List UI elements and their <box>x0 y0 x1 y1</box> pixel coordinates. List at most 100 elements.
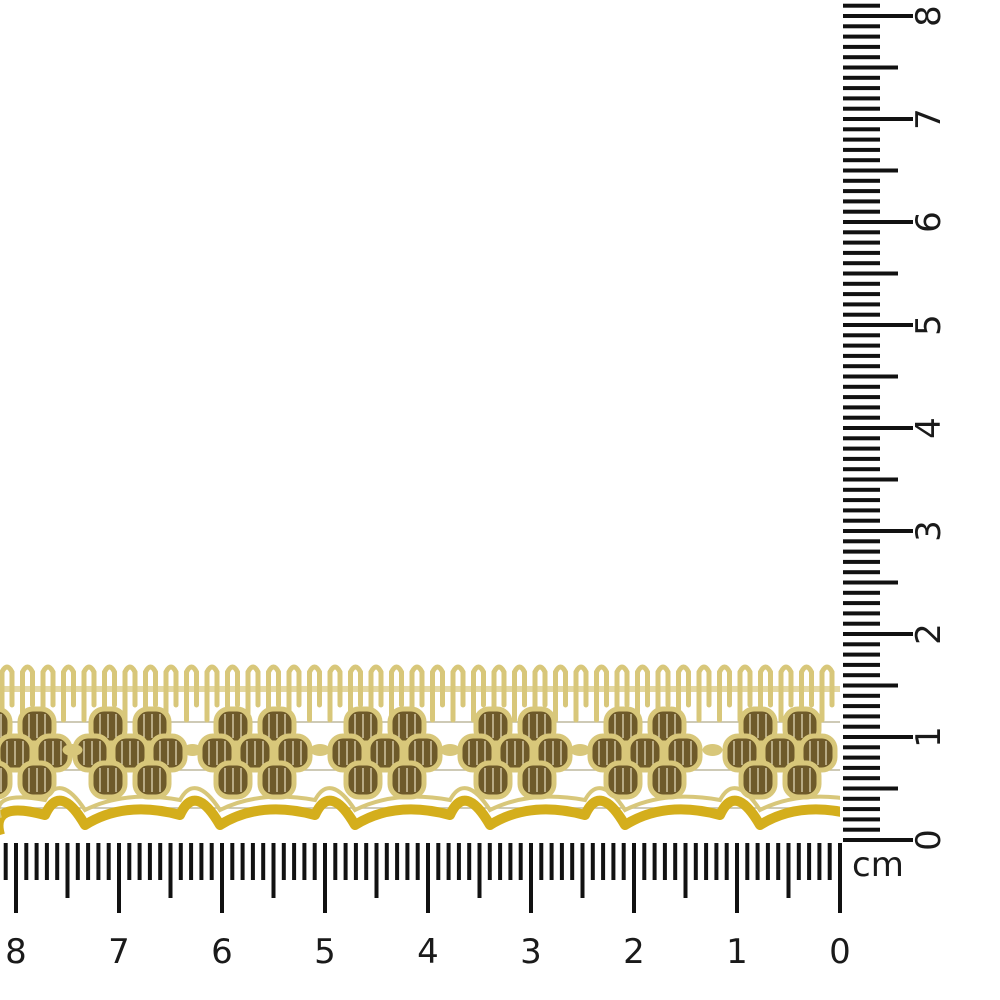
mm-tick <box>843 662 880 667</box>
mm-tick <box>106 843 111 880</box>
mm-tick <box>843 580 898 585</box>
mm-tick <box>843 570 880 575</box>
mm-tick <box>843 178 880 183</box>
mm-tick <box>693 843 698 880</box>
mm-tick <box>843 86 880 91</box>
cm-tick <box>117 843 121 913</box>
mm-tick <box>843 384 880 389</box>
mm-tick <box>384 843 389 880</box>
mm-tick <box>843 353 880 358</box>
mm-tick <box>86 843 91 880</box>
mm-tick <box>843 271 898 276</box>
vertical-ruler-label: 2 <box>909 623 949 645</box>
mm-tick <box>843 106 880 111</box>
mm-tick <box>843 724 880 729</box>
mm-tick <box>827 843 832 880</box>
mm-tick <box>436 843 441 880</box>
mm-tick <box>487 843 492 880</box>
mm-tick <box>843 786 898 791</box>
lace-motif <box>197 706 313 800</box>
mm-tick <box>843 405 880 410</box>
mm-tick <box>456 843 461 880</box>
mm-tick <box>199 843 204 880</box>
vertical-ruler-label: 4 <box>909 417 949 439</box>
mm-tick <box>508 843 513 880</box>
mm-tick <box>843 364 880 369</box>
mm-tick <box>843 44 880 49</box>
mm-tick <box>843 395 880 400</box>
mm-tick <box>642 843 647 880</box>
cm-tick <box>14 843 18 913</box>
mm-tick <box>755 843 760 880</box>
mm-tick <box>333 843 338 880</box>
cm-tick <box>529 843 533 913</box>
vertical-ruler-label: 1 <box>909 726 949 748</box>
mm-tick <box>673 843 678 880</box>
mm-tick <box>292 843 297 880</box>
cm-tick <box>426 843 430 913</box>
mm-tick <box>158 843 163 880</box>
mm-tick <box>65 843 70 898</box>
mm-tick <box>178 843 183 880</box>
lace-motif <box>327 706 443 800</box>
mm-tick <box>843 755 880 760</box>
mm-tick <box>714 843 719 880</box>
mm-tick <box>271 843 276 898</box>
mm-tick <box>745 843 750 880</box>
mm-tick <box>580 843 585 898</box>
mm-tick <box>590 843 595 880</box>
mm-tick <box>843 487 880 492</box>
mm-tick <box>843 127 880 132</box>
mm-tick <box>127 843 132 880</box>
mm-tick <box>843 642 880 647</box>
cm-tick <box>323 843 327 913</box>
mm-tick <box>261 843 266 880</box>
mm-tick <box>843 261 880 266</box>
mm-tick <box>662 843 667 880</box>
vertical-ruler-label: 0 <box>909 829 949 851</box>
mm-tick <box>601 843 606 880</box>
mm-tick <box>189 843 194 880</box>
mm-tick <box>704 843 709 880</box>
mm-tick <box>843 168 898 173</box>
horizontal-ruler-label: 0 <box>829 932 851 972</box>
mm-tick <box>843 601 880 606</box>
mm-tick <box>168 843 173 898</box>
mm-tick <box>477 843 482 898</box>
mm-tick <box>843 302 880 307</box>
mm-tick <box>843 549 880 554</box>
mm-tick <box>843 3 880 8</box>
mm-tick <box>302 843 307 880</box>
mm-tick <box>250 843 255 880</box>
cm-tick <box>843 529 913 533</box>
mm-tick <box>843 498 880 503</box>
cm-tick <box>843 323 913 327</box>
mm-tick <box>843 137 880 142</box>
horizontal-ruler-label: 4 <box>417 932 439 972</box>
lace-motif <box>0 706 73 800</box>
mm-tick <box>570 843 575 880</box>
mm-tick <box>843 673 880 678</box>
mm-tick <box>652 843 657 880</box>
mm-tick <box>843 343 880 348</box>
mm-tick <box>843 209 880 214</box>
mm-tick <box>415 843 420 880</box>
mm-tick <box>843 281 880 286</box>
horizontal-ruler-label: 2 <box>623 932 645 972</box>
mm-tick <box>843 508 880 513</box>
mm-tick <box>843 539 880 544</box>
cm-tick <box>843 14 913 18</box>
mm-tick <box>843 158 880 163</box>
vertical-ruler: 0 1 2 3 4 5 6 7 8 <box>843 3 949 851</box>
mm-tick <box>55 843 60 880</box>
unit-label: cm <box>852 845 904 885</box>
mm-tick <box>518 843 523 880</box>
mm-tick <box>843 621 880 626</box>
mm-tick <box>817 843 822 880</box>
mm-tick <box>137 843 142 880</box>
horizontal-ruler: 0 1 2 3 4 5 6 7 8 <box>3 843 851 972</box>
mm-tick <box>96 843 101 880</box>
mm-tick <box>147 843 152 880</box>
horizontal-ruler-label: 7 <box>108 932 130 972</box>
mm-tick <box>843 230 880 235</box>
